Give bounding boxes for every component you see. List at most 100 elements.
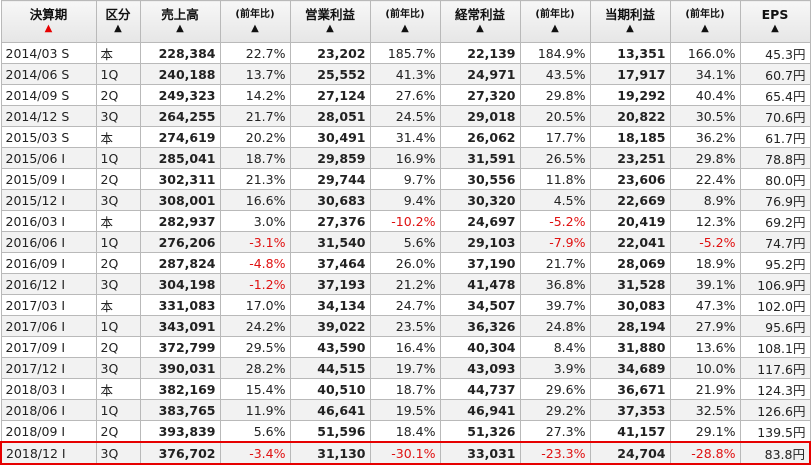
cell-ordinary-profit: 46,941 [439,399,521,421]
cell-ordinary-yoy: 43.5% [519,63,591,85]
cell-sales-yoy: 11.9% [219,399,291,421]
column-header-sales-yoy-3[interactable]: (前年比) ▲ [219,0,291,43]
cell-eps: 74.7円 [739,231,811,253]
table-row[interactable]: 2018/09 I 2Q 393,839 5.6% 51,596 18.4% 51,326 2… [0,420,811,443]
sort-arrow-icon[interactable]: ▲ [401,23,409,34]
cell-ordinary-profit: 29,103 [439,231,521,253]
cell-period: 2018/03 I [0,378,97,400]
cell-net-profit: 31,880 [589,336,671,358]
table-row[interactable]: 2016/12 I 3Q 304,198 -1.2% 37,193 21.2% 41,478… [0,273,811,295]
cell-operating-yoy: 9.4% [369,189,441,211]
cell-net-yoy: 8.9% [669,189,741,211]
cell-net-profit: 20,822 [589,105,671,127]
cell-kubun: 2Q [95,168,141,190]
table-row[interactable]: 2014/03 S 本 228,384 22.7% 23,202 185.7% 22,139… [0,42,811,64]
cell-sales-yoy: 15.4% [219,378,291,400]
table-row[interactable]: 2018/06 I 1Q 383,765 11.9% 46,641 19.5% 46,941… [0,399,811,421]
table-row[interactable]: 2017/03 I 本 331,083 17.0% 34,134 24.7% 34,507 3… [0,294,811,316]
cell-net-yoy: -28.8% [669,441,741,465]
cell-kubun: 2Q [95,336,141,358]
cell-ordinary-profit: 22,139 [439,42,521,64]
column-header-label: 決算期 [29,7,68,22]
table-row[interactable]: 2015/12 I 3Q 308,001 16.6% 30,683 9.4% 30,320 4… [0,189,811,211]
cell-operating-profit: 37,464 [289,252,371,274]
table-row[interactable]: 2017/09 I 2Q 372,799 29.5% 43,590 16.4% 40,304… [0,336,811,358]
table-row[interactable]: 2014/06 S 1Q 240,188 13.7% 25,552 41.3% 24,971… [0,63,811,85]
sort-arrow-icon[interactable]: ▲ [176,23,184,34]
column-header-label: 当期利益 [604,7,655,22]
cell-kubun: 1Q [95,399,141,421]
column-header-kubun-1[interactable]: 区分 ▲ [95,0,141,43]
cell-eps: 95.2円 [739,252,811,274]
cell-operating-profit: 30,683 [289,189,371,211]
sort-arrow-icon[interactable]: ▲ [771,23,779,34]
cell-sales: 274,619 [139,126,221,148]
column-header-label: 売上高 [161,7,199,22]
column-header-period-0[interactable]: 決算期 ▲ [0,0,97,43]
sort-arrow-icon[interactable]: ▲ [476,23,484,34]
cell-sales: 331,083 [139,294,221,316]
cell-sales-yoy: 28.2% [219,357,291,379]
cell-operating-profit: 43,590 [289,336,371,358]
cell-sales-yoy: 20.2% [219,126,291,148]
cell-ordinary-profit: 24,971 [439,63,521,85]
cell-net-profit: 37,353 [589,399,671,421]
sort-arrow-icon[interactable]: ▲ [626,23,634,34]
cell-operating-yoy: 23.5% [369,315,441,337]
column-header-eps-10[interactable]: EPS ▲ [739,0,811,43]
sort-arrow-icon[interactable]: ▲ [114,23,122,34]
column-header-net-yoy-9[interactable]: (前年比) ▲ [669,0,741,43]
table-row[interactable]: 2017/06 I 1Q 343,091 24.2% 39,022 23.5% 36,326… [0,315,811,337]
cell-net-yoy: 21.9% [669,378,741,400]
cell-ordinary-yoy: 39.7% [519,294,591,316]
cell-eps: 65.4円 [739,84,811,106]
table-row[interactable]: 2015/06 I 1Q 285,041 18.7% 29,859 16.9% 31,591… [0,147,811,169]
cell-net-yoy: 39.1% [669,273,741,295]
cell-net-yoy: 36.2% [669,126,741,148]
cell-net-yoy: 29.1% [669,420,741,443]
sort-arrow-icon[interactable]: ▲ [251,23,259,34]
column-header-operating-yoy-5[interactable]: (前年比) ▲ [369,0,441,43]
table-row[interactable]: 2017/12 I 3Q 390,031 28.2% 44,515 19.7% 43,093… [0,357,811,379]
table-row[interactable]: 2016/06 I 1Q 276,206 -3.1% 31,540 5.6% 29,103-… [0,231,811,253]
table-row[interactable]: 2016/09 I 2Q 287,824 -4.8% 37,464 26.0% 37,190… [0,252,811,274]
column-header-label: (前年比) [685,9,725,20]
column-header-sales-2[interactable]: 売上高 ▲ [139,0,221,43]
sort-arrow-icon[interactable]: ▲ [551,23,559,34]
cell-operating-profit: 37,193 [289,273,371,295]
cell-ordinary-profit: 30,556 [439,168,521,190]
cell-net-yoy: 12.3% [669,210,741,232]
cell-period: 2018/06 I [0,399,97,421]
sort-arrow-icon[interactable]: ▲ [701,23,709,34]
table-row[interactable]: 2016/03 I 本 282,937 3.0% 27,376 -10.2% 24,697-… [0,210,811,232]
cell-period: 2014/12 S [0,105,97,127]
cell-sales: 264,255 [139,105,221,127]
cell-sales-yoy: 16.6% [219,189,291,211]
cell-ordinary-yoy: 24.8% [519,315,591,337]
cell-operating-profit: 23,202 [289,42,371,64]
table-row[interactable]: 2018/12 I 3Q 376,702 -3.4% 31,130 -30.1% 33,03… [0,441,811,465]
cell-ordinary-yoy: 4.5% [519,189,591,211]
sort-arrow-icon[interactable]: ▲ [326,23,334,34]
cell-sales-yoy: 18.7% [219,147,291,169]
cell-eps: 139.5円 [739,420,811,443]
column-header-ordinary-profit-6[interactable]: 経常利益 ▲ [439,0,521,43]
cell-kubun: 3Q [95,105,141,127]
cell-kubun: 本 [95,210,141,232]
column-header-ordinary-yoy-7[interactable]: (前年比) ▲ [519,0,591,43]
column-header-net-profit-8[interactable]: 当期利益 ▲ [589,0,671,43]
cell-operating-profit: 46,641 [289,399,371,421]
table-row[interactable]: 2015/09 I 2Q 302,311 21.3% 29,744 9.7% 30,556 1… [0,168,811,190]
table-row[interactable]: 2014/09 S 2Q 249,323 14.2% 27,124 27.6% 27,320… [0,84,811,106]
cell-eps: 126.6円 [739,399,811,421]
cell-period: 2015/09 I [0,168,97,190]
column-header-operating-profit-4[interactable]: 営業利益 ▲ [289,0,371,43]
cell-ordinary-yoy: 36.8% [519,273,591,295]
cell-operating-yoy: 18.4% [369,420,441,443]
table-row[interactable]: 2014/12 S 3Q 264,255 21.7% 28,051 24.5% 29,018… [0,105,811,127]
table-row[interactable]: 2018/03 I 本 382,169 15.4% 40,510 18.7% 44,737 2… [0,378,811,400]
table-row[interactable]: 2015/03 S 本 274,619 20.2% 30,491 31.4% 26,062 1… [0,126,811,148]
sort-arrow-icon[interactable]: ▲ [44,23,53,34]
cell-net-profit: 13,351 [589,42,671,64]
